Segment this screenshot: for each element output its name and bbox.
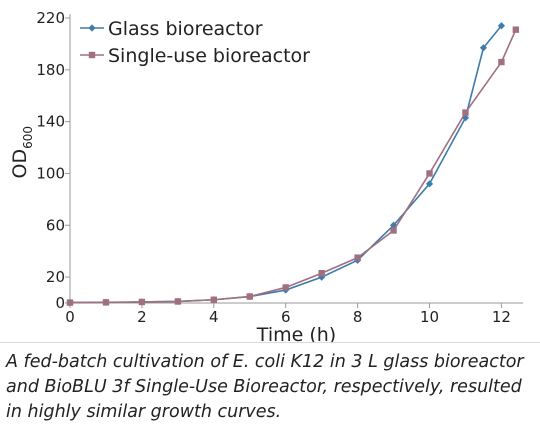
legend-1-marker: [88, 51, 96, 59]
x-tick-label-6: 12: [492, 308, 511, 326]
caption-divider: [0, 342, 540, 343]
y-tick-label-5: 180: [36, 61, 65, 79]
series-0-point-13: [497, 22, 506, 30]
series-1-point-3: [174, 298, 182, 305]
series-0-line: [69, 25, 503, 304]
series-1-point-12: [498, 58, 505, 66]
series-1-point-8: [354, 254, 361, 261]
x-tick-label-5: 10: [420, 308, 439, 326]
legend-0-label: Glass bioreactor: [108, 18, 263, 40]
series-1-point-5: [246, 293, 253, 300]
series-1-point-0: [66, 299, 74, 306]
x-tick-label-4: 8: [353, 308, 363, 326]
series-0-point-12: [479, 44, 488, 52]
series-1-point-2: [138, 298, 146, 306]
x-tick-label-2: 4: [209, 308, 219, 326]
x-tick-label-3: 6: [281, 308, 291, 326]
y-axis-title-main: OD: [9, 149, 31, 179]
series-1-line: [69, 29, 517, 304]
y-tick-label-6: 220: [36, 9, 65, 27]
y-tick-label-2: 60: [46, 216, 65, 234]
series-1-point-9: [390, 227, 397, 234]
x-tick-label-0: 0: [65, 308, 75, 326]
legend-0-marker: [88, 24, 96, 32]
series-1-point-6: [282, 284, 289, 291]
figure-caption: A fed-batch cultivation of E. coli K12 i…: [6, 352, 524, 422]
y-tick-label-3: 100: [36, 164, 65, 182]
series-0-point-7: [318, 273, 326, 281]
y-axis-title: OD600: [9, 126, 35, 179]
y-tick-label-0: 0: [55, 294, 65, 312]
series-0-point-10: [425, 180, 434, 188]
legend-1-label: Single-use bioreactor: [108, 45, 310, 67]
series-1-point-4: [210, 296, 218, 303]
series-1-point-11: [462, 109, 469, 116]
series-1-point-7: [318, 270, 325, 277]
y-axis-title-subscript: 600: [21, 126, 35, 149]
series-1-point-1: [102, 299, 110, 306]
y-tick-label-4: 140: [36, 113, 65, 131]
x-tick-label-1: 2: [137, 308, 147, 326]
y-tick-label-1: 20: [46, 268, 65, 286]
x-axis-title: Time (h): [256, 324, 336, 342]
growth-curve-chart: 0 20 60 100 140 180 220 0 2 4 6 8 10 12 Time (h) OD600 G…: [9, 9, 523, 342]
series-1-point-10: [426, 170, 433, 177]
series-1-point-13: [512, 26, 520, 33]
